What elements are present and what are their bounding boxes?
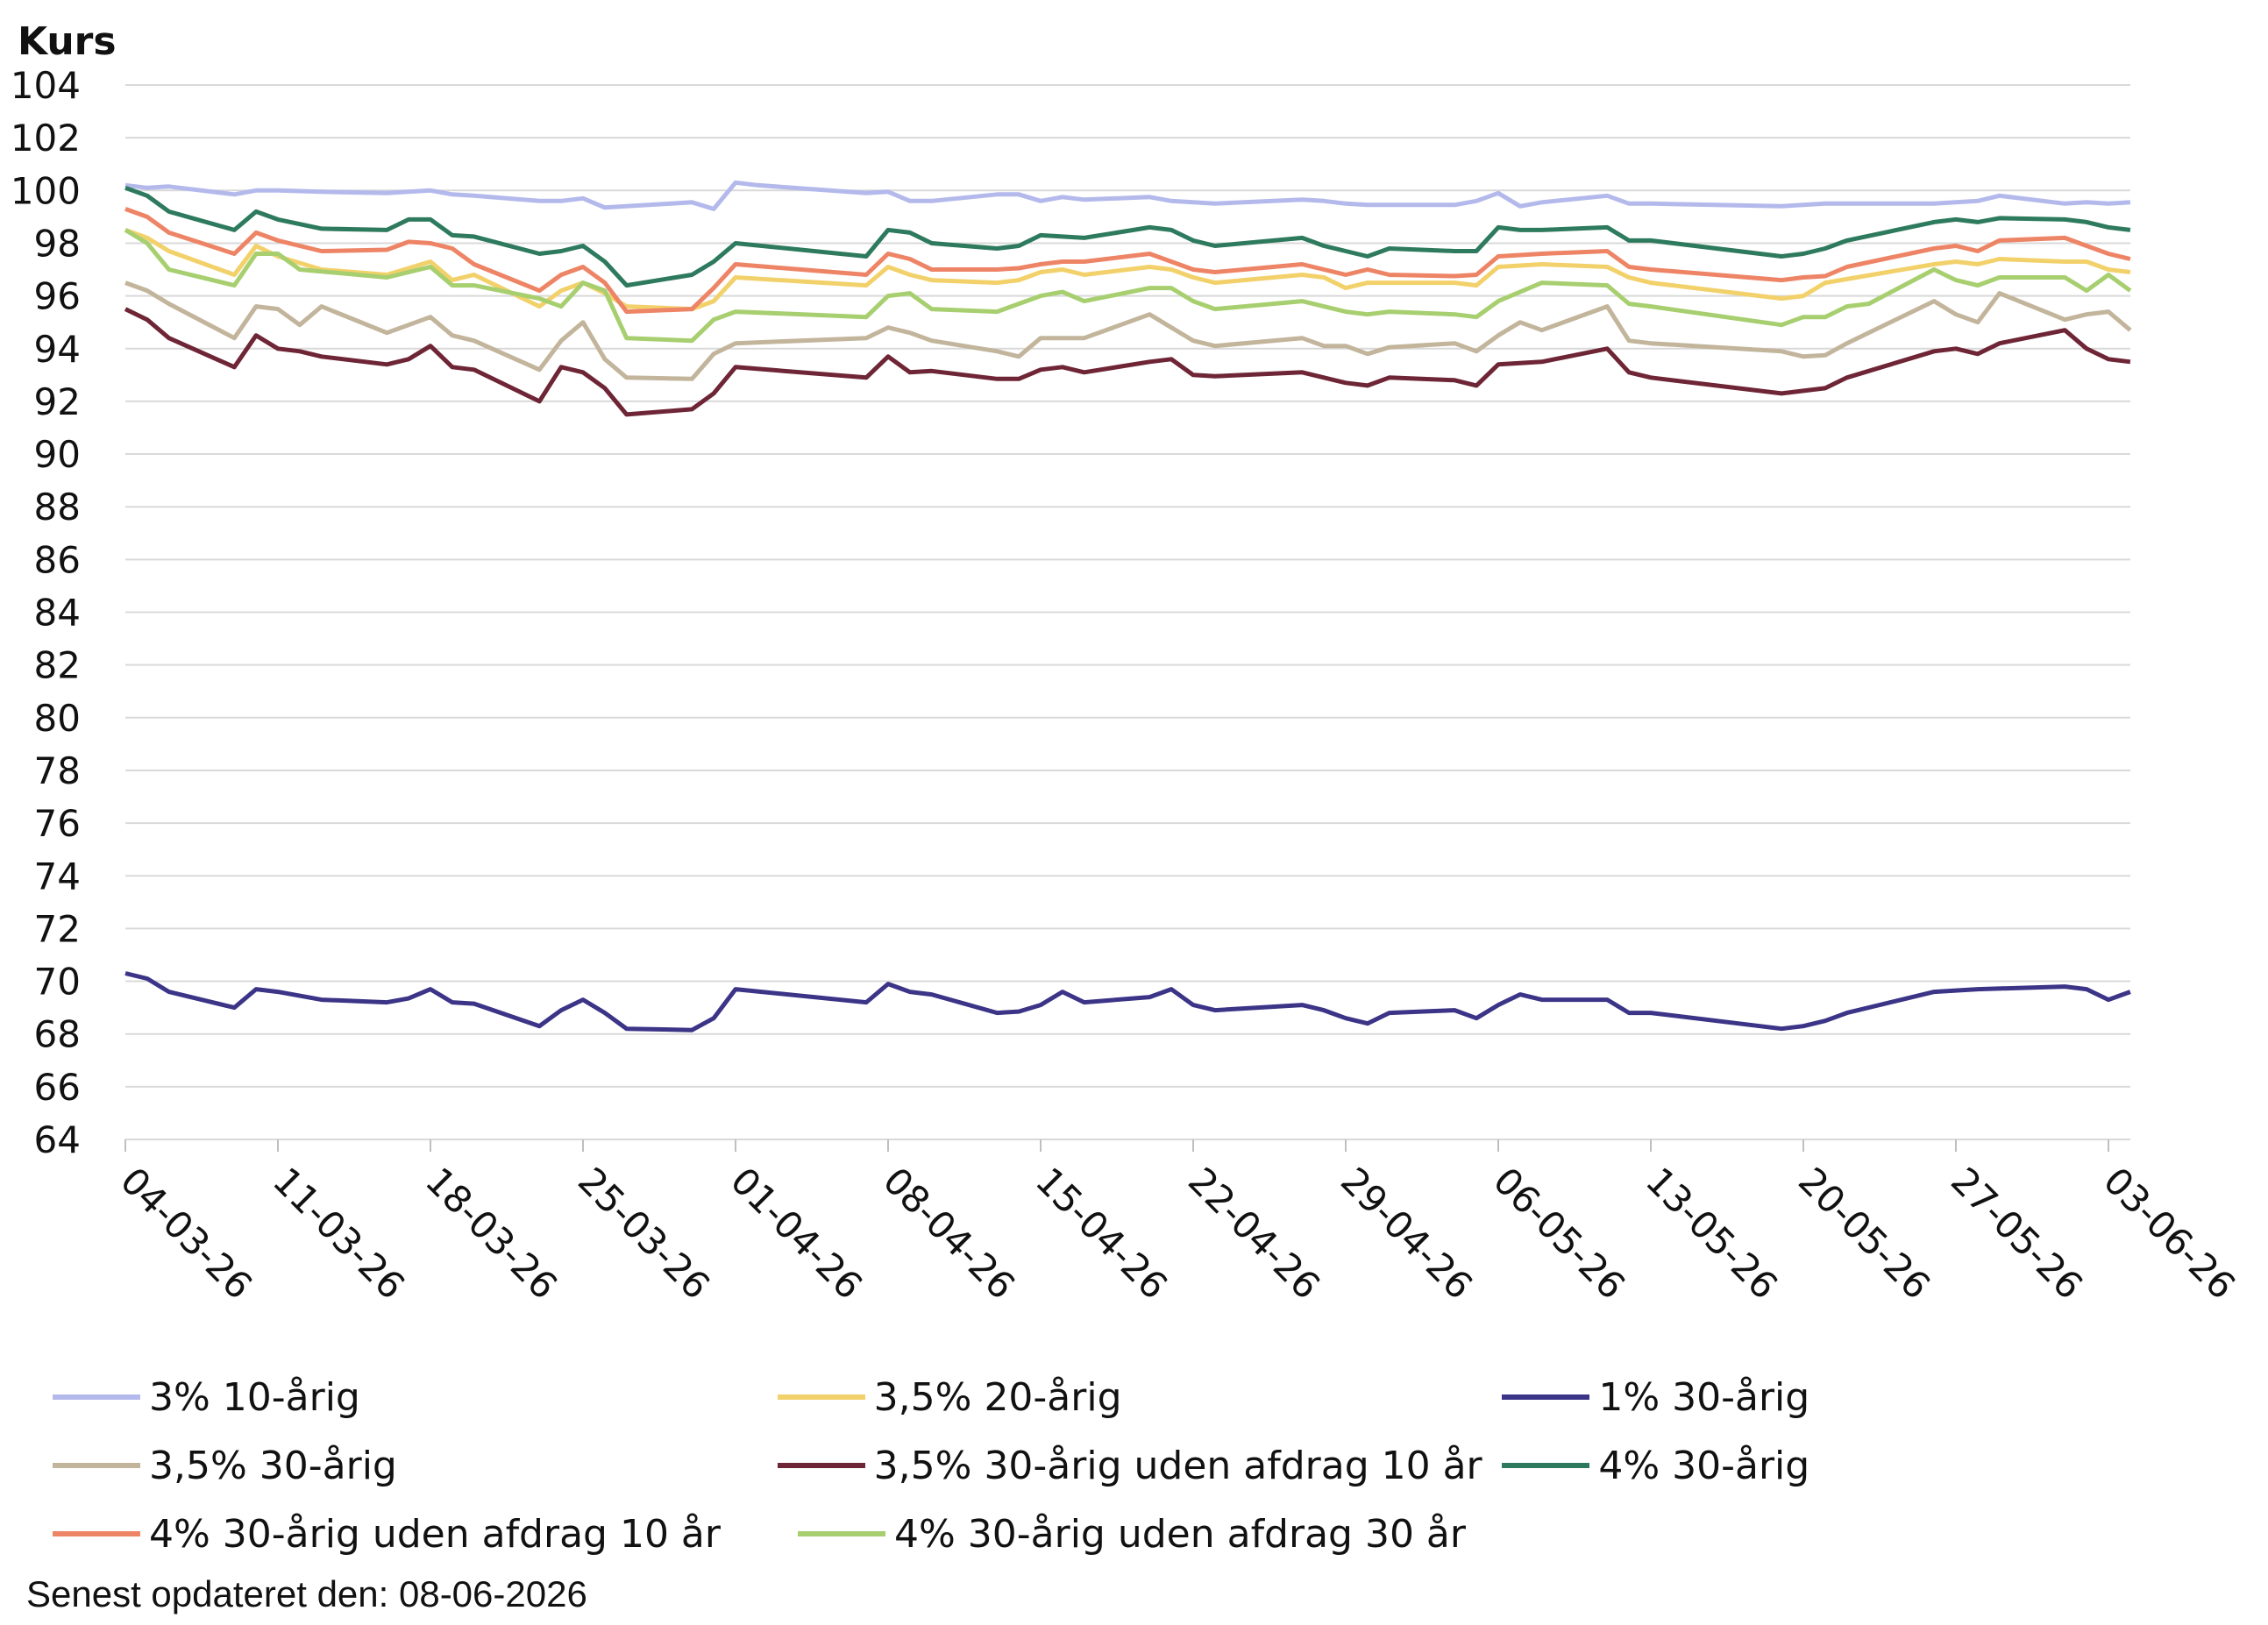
y-tick-label: 86 <box>34 538 81 581</box>
series-lines <box>124 180 2132 1032</box>
legend-item: 4% 30-årig uden afdrag 10 år <box>53 1512 798 1557</box>
legend-label: 3% 10-årig <box>149 1374 360 1420</box>
legend-label: 4% 30-årig uden afdrag 30 år <box>894 1511 1466 1557</box>
y-axis-label: Kurs <box>18 19 117 64</box>
legend-label: 3,5% 30-årig <box>149 1443 397 1488</box>
legend-label: 4% 30-årig uden afdrag 10 år <box>149 1511 721 1557</box>
legend-swatch <box>1502 1463 1590 1468</box>
x-tick-label: 04-03-26 <box>112 1159 260 1307</box>
series-line-2 <box>124 228 2131 312</box>
x-tick-label: 22-04-26 <box>1180 1159 1328 1307</box>
series-line-5 <box>124 307 2131 417</box>
y-tick-label: 70 <box>34 961 81 1004</box>
y-tick-label: 80 <box>34 697 81 740</box>
x-tick-label: 08-04-26 <box>875 1159 1023 1307</box>
y-tick-label: 96 <box>34 275 81 318</box>
y-tick-label: 98 <box>34 222 81 265</box>
chart: Kurs 64 66 68 70 72 74 76 78 80 82 84 86 88 90 92 94 96 9… <box>11 19 2244 1308</box>
y-tick-label: 78 <box>34 749 81 792</box>
legend-item: 3,5% 30-årig <box>53 1444 778 1488</box>
x-tick-label: 18-03-26 <box>417 1159 565 1307</box>
grid <box>125 84 2130 1140</box>
legend-row: 3% 10-årig 3,5% 20-årig 1% 30-årig <box>53 1363 2227 1431</box>
x-tick-label: 15-04-26 <box>1027 1159 1176 1307</box>
x-tick-label: 27-05-26 <box>1943 1159 2091 1307</box>
legend-swatch <box>798 1531 885 1536</box>
legend-swatch <box>777 1394 865 1400</box>
legend-item: 3,5% 20-årig <box>777 1374 1503 1420</box>
y-tick-label: 68 <box>34 1013 81 1056</box>
x-tick-label: 13-05-26 <box>1638 1159 1786 1307</box>
legend-label: 3,5% 20-årig <box>873 1374 1122 1420</box>
x-tick-label: 20-05-26 <box>1790 1159 1938 1307</box>
legend-item: 4% 30-årig uden afdrag 30 år <box>798 1512 1543 1557</box>
legend-label: 3,5% 30-årig uden afdrag 10 år <box>873 1443 1482 1488</box>
legend-row: 4% 30-årig uden afdrag 10 år 4% 30-årig u… <box>53 1500 2227 1568</box>
y-tick-label: 84 <box>34 592 81 635</box>
y-tick-label: 64 <box>34 1118 81 1161</box>
footnote: Senest opdateret den: 08-06-2026 <box>26 1573 587 1614</box>
y-tick-label: 88 <box>34 486 81 529</box>
legend-item: 1% 30-årig <box>1502 1375 2227 1420</box>
legend-swatch <box>1502 1394 1590 1400</box>
series-line-7 <box>124 207 2131 315</box>
y-tick-label: 66 <box>34 1066 81 1109</box>
y-tick-label: 90 <box>34 433 81 476</box>
legend-label: 4% 30-årig <box>1598 1443 1810 1488</box>
legend-swatch <box>53 1463 140 1468</box>
y-tick-label: 82 <box>34 644 81 687</box>
series-line-6 <box>124 185 2131 288</box>
y-tick-label: 102 <box>11 117 81 160</box>
y-tick-label: 76 <box>34 802 81 845</box>
series-line-1 <box>124 180 2131 211</box>
legend-label: 1% 30-årig <box>1598 1374 1810 1420</box>
legend-swatch <box>777 1463 865 1468</box>
series-line-8 <box>124 228 2132 344</box>
x-tick-label: 29-04-26 <box>1333 1159 1481 1307</box>
x-tick-label: 25-03-26 <box>570 1159 718 1307</box>
x-tick-label: 06-05-26 <box>1485 1159 1633 1307</box>
legend: 3% 10-årig 3,5% 20-årig 1% 30-årig 3,5% 30-… <box>53 1363 2227 1568</box>
series-line-4 <box>124 280 2132 381</box>
y-tick-label: 92 <box>34 380 81 423</box>
x-axis-ticks: 04-03-26 11-03-26 18-03-26 25-03-26 01-04-26… <box>112 1139 2243 1308</box>
legend-item: 3% 10-årig <box>53 1375 778 1420</box>
legend-swatch <box>53 1394 140 1400</box>
legend-swatch <box>53 1531 140 1536</box>
y-tick-label: 104 <box>11 64 81 107</box>
legend-item: 4% 30-årig <box>1502 1444 2227 1488</box>
legend-row: 3,5% 30-årig 3,5% 30-årig uden afdrag 10 … <box>53 1431 2227 1500</box>
y-tick-label: 74 <box>34 855 81 898</box>
series-line-3 <box>124 971 2131 1032</box>
y-tick-label: 72 <box>34 907 81 950</box>
x-tick-label: 03-06-26 <box>2095 1159 2243 1307</box>
y-tick-label: 100 <box>11 169 81 212</box>
y-tick-label: 94 <box>34 328 81 371</box>
x-tick-label: 11-03-26 <box>265 1159 413 1307</box>
x-tick-label: 01-04-26 <box>722 1159 871 1307</box>
legend-item: 3,5% 30-årig uden afdrag 10 år <box>777 1443 1503 1488</box>
y-axis-ticks: 64 66 68 70 72 74 76 78 80 82 84 86 88 90 92 94 96 98 100 1… <box>11 64 81 1161</box>
